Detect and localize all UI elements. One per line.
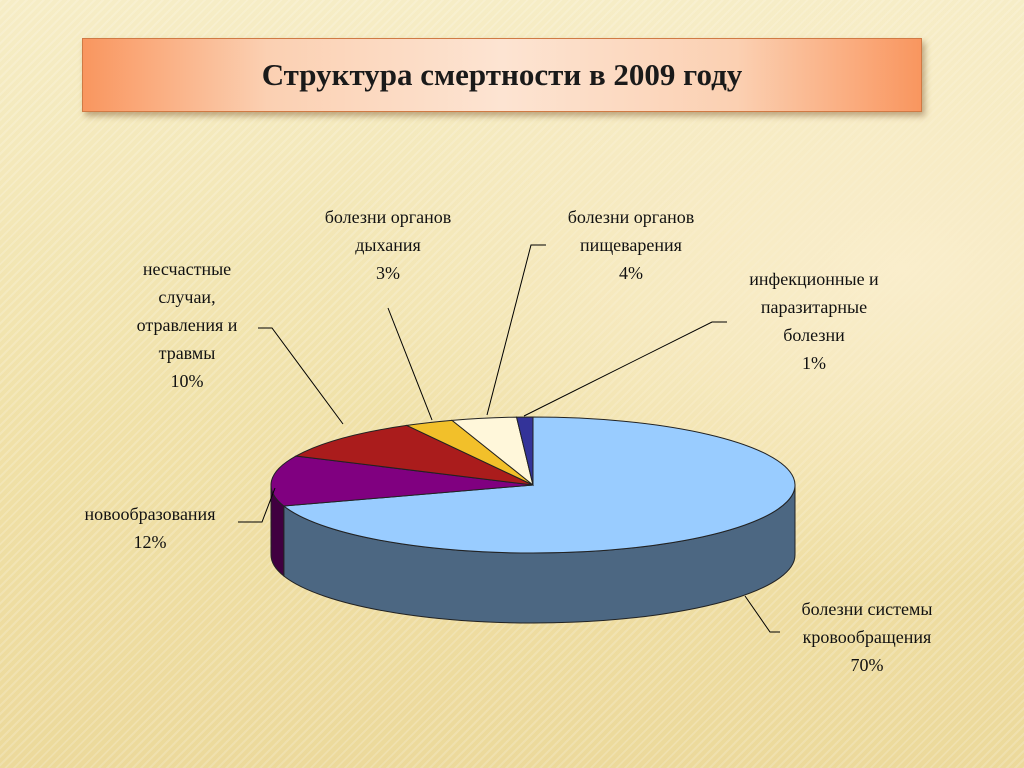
slice-label-accidents: несчастные — [143, 259, 231, 279]
leader-line-respiratory — [387, 307, 433, 421]
slice-label-respiratory: дыхания — [355, 235, 421, 255]
slice-percent-circulatory: 70% — [851, 655, 884, 675]
slice-percent-infectious: 1% — [802, 353, 826, 373]
slice-label-circulatory: болезни системы — [802, 599, 933, 619]
leader-line-circulatory — [744, 595, 780, 633]
slice-label-circulatory: кровообращения — [803, 627, 932, 647]
slice-label-infectious: болезни — [783, 325, 845, 345]
slice-label-infectious: инфекционные и — [749, 269, 879, 289]
slice-label-digestive: болезни органов — [568, 207, 695, 227]
slice-label-respiratory: болезни органов — [325, 207, 452, 227]
slice-percent-neoplasms: 12% — [134, 532, 167, 552]
slice-percent-accidents: 10% — [171, 371, 204, 391]
slice-percent-digestive: 4% — [619, 263, 643, 283]
page-title: Структура смертности в 2009 году — [261, 57, 743, 92]
slice-percent-respiratory: 3% — [376, 263, 400, 283]
pie-slice-infectious — [515, 416, 534, 486]
pie-slice-accidents — [294, 424, 534, 486]
pie-slice-neoplasms — [270, 455, 534, 507]
slice-label-accidents: травмы — [159, 343, 216, 363]
leader-line-infectious — [523, 321, 727, 417]
slice-label-infectious: паразитарные — [761, 297, 867, 317]
slice-label-accidents: отравления и — [137, 315, 238, 335]
slice-label-neoplasms: новообразования — [85, 504, 216, 524]
leader-line-digestive — [486, 244, 546, 416]
slice-label-digestive: пищеварения — [580, 235, 682, 255]
slice-label-accidents: случаи, — [158, 287, 215, 307]
leader-line-neoplasms — [238, 487, 276, 523]
title-banner: Структура смертности в 2009 году — [82, 38, 922, 112]
pie-slice-circulatory — [282, 416, 796, 554]
leader-line-accidents — [258, 327, 344, 425]
